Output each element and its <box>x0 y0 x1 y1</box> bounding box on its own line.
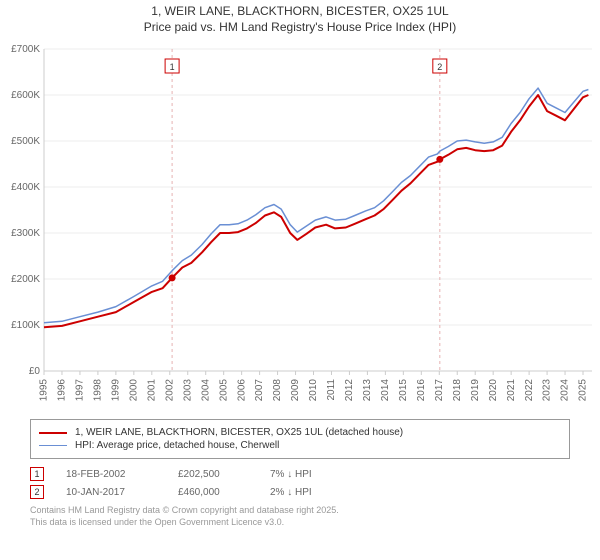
sale-date: 18-FEB-2002 <box>66 469 156 480</box>
svg-text:£600K: £600K <box>11 90 40 101</box>
svg-text:2007: 2007 <box>254 379 265 402</box>
title-line-1: 1, WEIR LANE, BLACKTHORN, BICESTER, OX25… <box>0 4 600 20</box>
legend-swatch <box>39 432 67 434</box>
svg-text:2001: 2001 <box>146 379 157 402</box>
svg-text:2024: 2024 <box>560 379 571 402</box>
sale-marker-box: 2 <box>30 485 44 499</box>
chart-area: £0 £100K £200K £300K £400K £500K £600K £700K 1 2 1… <box>4 41 596 411</box>
svg-text:2013: 2013 <box>362 379 373 402</box>
svg-text:2016: 2016 <box>416 379 427 402</box>
svg-text:2005: 2005 <box>218 379 229 402</box>
svg-text:2021: 2021 <box>506 379 517 402</box>
sale-delta: 2% ↓ HPI <box>270 487 360 498</box>
svg-text:2025: 2025 <box>578 379 589 402</box>
sales-table: 1 18-FEB-2002 £202,500 7% ↓ HPI 2 10-JAN-2017… <box>30 467 570 499</box>
svg-text:2009: 2009 <box>290 379 301 402</box>
title-block: 1, WEIR LANE, BLACKTHORN, BICESTER, OX25… <box>0 0 600 35</box>
svg-text:2004: 2004 <box>200 379 211 402</box>
title-line-2: Price paid vs. HM Land Registry's House … <box>0 20 600 36</box>
svg-text:2017: 2017 <box>434 379 445 402</box>
svg-text:£400K: £400K <box>11 182 40 193</box>
legend-label: 1, WEIR LANE, BLACKTHORN, BICESTER, OX25… <box>75 427 403 438</box>
legend-swatch <box>39 445 67 446</box>
footnote: Contains HM Land Registry data © Crown c… <box>30 505 570 528</box>
svg-text:2015: 2015 <box>398 379 409 402</box>
svg-text:2020: 2020 <box>488 379 499 402</box>
svg-text:2010: 2010 <box>308 379 319 402</box>
svg-text:1: 1 <box>170 62 175 72</box>
svg-text:2: 2 <box>437 62 442 72</box>
svg-text:2011: 2011 <box>326 379 337 401</box>
legend: 1, WEIR LANE, BLACKTHORN, BICESTER, OX25… <box>30 419 570 459</box>
svg-text:2019: 2019 <box>470 379 481 402</box>
root: 1, WEIR LANE, BLACKTHORN, BICESTER, OX25… <box>0 0 600 560</box>
svg-text:2022: 2022 <box>524 379 535 402</box>
svg-text:1998: 1998 <box>93 379 104 402</box>
svg-text:2006: 2006 <box>236 379 247 402</box>
sale-price: £460,000 <box>178 487 248 498</box>
legend-row: 1, WEIR LANE, BLACKTHORN, BICESTER, OX25… <box>39 427 561 438</box>
svg-text:2014: 2014 <box>380 379 391 402</box>
svg-text:2002: 2002 <box>164 379 175 402</box>
line-chart: £0 £100K £200K £300K £400K £500K £600K £700K 1 2 1… <box>4 41 596 411</box>
svg-text:1996: 1996 <box>57 379 68 402</box>
sale-price: £202,500 <box>178 469 248 480</box>
footnote-line-2: This data is licensed under the Open Gov… <box>30 517 570 529</box>
svg-text:2003: 2003 <box>182 379 193 402</box>
sale-row: 2 10-JAN-2017 £460,000 2% ↓ HPI <box>30 485 570 499</box>
legend-row: HPI: Average price, detached house, Cher… <box>39 440 561 451</box>
svg-text:£300K: £300K <box>11 228 40 239</box>
svg-text:1995: 1995 <box>39 379 50 402</box>
legend-label: HPI: Average price, detached house, Cher… <box>75 440 279 451</box>
sale-row: 1 18-FEB-2002 £202,500 7% ↓ HPI <box>30 467 570 481</box>
svg-text:£200K: £200K <box>11 274 40 285</box>
footnote-line-1: Contains HM Land Registry data © Crown c… <box>30 505 570 517</box>
svg-text:2008: 2008 <box>272 379 283 402</box>
svg-text:1997: 1997 <box>75 379 86 402</box>
sale-marker-box: 1 <box>30 467 44 481</box>
svg-text:£100K: £100K <box>11 320 40 331</box>
svg-text:1999: 1999 <box>111 379 122 402</box>
sale-delta: 7% ↓ HPI <box>270 469 360 480</box>
svg-text:2018: 2018 <box>452 379 463 402</box>
sale-date: 10-JAN-2017 <box>66 487 156 498</box>
svg-text:£500K: £500K <box>11 136 40 147</box>
svg-text:£700K: £700K <box>11 44 40 55</box>
svg-text:2012: 2012 <box>344 379 355 402</box>
svg-text:2000: 2000 <box>128 379 139 402</box>
svg-text:2023: 2023 <box>542 379 553 402</box>
svg-text:£0: £0 <box>29 366 41 377</box>
